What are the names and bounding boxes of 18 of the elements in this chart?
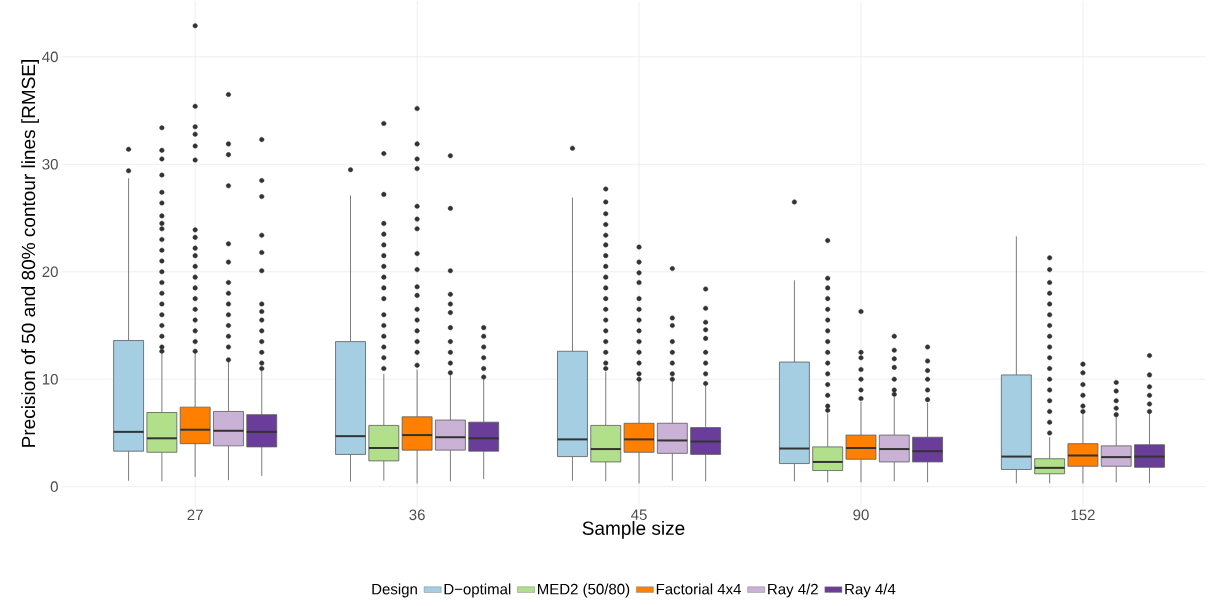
x-tick-label: 45	[631, 509, 647, 520]
y-tick-label: 10	[42, 373, 58, 385]
legend-title: Design	[372, 583, 417, 598]
legend-label: Ray 4/2	[768, 583, 818, 598]
legend-label: D−optimal	[444, 583, 511, 598]
legend-label: MED2 (50/80)	[537, 583, 630, 598]
legend-label: Factorial 4x4	[656, 583, 742, 595]
x-tick-label: 27	[187, 509, 203, 521]
x-tick-label: 36	[409, 509, 425, 521]
y-tick-label: 0	[50, 481, 58, 492]
y-axis-title: Precision of 50 and 80% contour lines [RMSE]	[21, 60, 39, 447]
y-tick-label: 30	[42, 159, 58, 170]
x-tick-label: 90	[853, 509, 869, 521]
y-tick-label: 40	[42, 51, 58, 63]
x-tick-label: 152	[1071, 509, 1095, 521]
y-tick-label: 20	[42, 266, 58, 278]
x-axis-title: Sample size	[582, 521, 685, 539]
legend-label: Ray 4/4	[845, 583, 896, 598]
